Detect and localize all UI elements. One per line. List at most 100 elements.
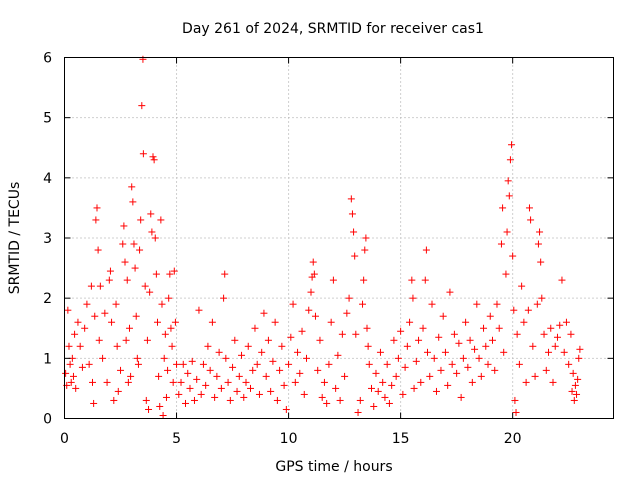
data-point (213, 372, 221, 380)
data-point (363, 324, 371, 332)
data-point (354, 408, 362, 416)
data-point (285, 360, 293, 368)
data-point (504, 177, 512, 185)
data-point (72, 384, 80, 392)
data-point (289, 300, 297, 308)
x-tick-label: 10 (280, 431, 298, 447)
data-point (260, 309, 268, 317)
data-point (226, 396, 234, 404)
data-point (169, 378, 177, 386)
data-point (224, 378, 232, 386)
data-point (392, 372, 400, 380)
data-point (316, 336, 324, 344)
data-point (462, 318, 470, 326)
data-point (157, 216, 165, 224)
data-point (506, 156, 514, 164)
data-point (202, 381, 210, 389)
data-point (448, 360, 456, 368)
data-point (385, 399, 393, 407)
data-point (130, 240, 138, 248)
data-point (128, 183, 136, 191)
data-point (341, 372, 349, 380)
data-point (244, 342, 252, 350)
data-point (186, 384, 194, 392)
data-point (508, 141, 516, 149)
data-point (356, 396, 364, 404)
data-point (133, 354, 141, 362)
data-point (145, 405, 153, 413)
data-point (450, 330, 458, 338)
data-point (143, 336, 151, 344)
data-point (195, 306, 203, 314)
data-point (300, 390, 308, 398)
data-point (156, 402, 164, 410)
data-point (155, 372, 163, 380)
data-point (379, 378, 387, 386)
data-point (486, 312, 494, 320)
data-point (575, 354, 583, 362)
data-point (348, 210, 356, 218)
data-point (132, 312, 140, 320)
data-point (314, 366, 322, 374)
data-point (221, 270, 229, 278)
data-point (334, 351, 342, 359)
data-point (505, 192, 513, 200)
data-point (138, 102, 146, 110)
data-point (95, 336, 103, 344)
data-point (147, 210, 155, 218)
data-point (307, 288, 315, 296)
data-point (267, 387, 275, 395)
data-point (466, 336, 474, 344)
data-point (320, 378, 328, 386)
data-point (233, 387, 241, 395)
data-point (120, 222, 128, 230)
data-point (518, 282, 526, 290)
data-point (151, 234, 159, 242)
data-point (78, 363, 86, 371)
data-point (370, 402, 378, 410)
data-point (208, 318, 216, 326)
data-point (537, 258, 545, 266)
data-point (515, 360, 523, 368)
data-point (374, 387, 382, 395)
data-point (446, 288, 454, 296)
data-point (67, 378, 75, 386)
data-point (139, 150, 147, 158)
data-point (567, 330, 575, 338)
data-point (251, 324, 259, 332)
data-point (500, 348, 508, 356)
data-point (71, 330, 79, 338)
data-point (287, 333, 295, 341)
data-point (110, 396, 118, 404)
data-point (173, 360, 181, 368)
y-axis: 0 1 2 3 4 5 6 (43, 51, 614, 428)
data-point (556, 321, 564, 329)
data-point (347, 195, 355, 203)
data-point (415, 336, 423, 344)
data-point (231, 336, 239, 344)
data-point (364, 342, 372, 350)
data-point (199, 360, 207, 368)
data-point (305, 306, 313, 314)
data-point (372, 369, 380, 377)
data-point (359, 300, 367, 308)
data-point (412, 357, 420, 365)
data-point (545, 348, 553, 356)
data-point (406, 318, 414, 326)
data-point (246, 384, 254, 392)
data-point (121, 258, 129, 266)
data-point (309, 258, 317, 266)
data-point (383, 360, 391, 368)
data-point (150, 156, 158, 164)
data-point (480, 324, 488, 332)
data-point (280, 381, 288, 389)
data-point (417, 378, 425, 386)
data-point (136, 246, 144, 254)
data-point (159, 411, 167, 419)
data-point (103, 378, 111, 386)
data-point (255, 390, 263, 398)
data-point (538, 294, 546, 302)
data-point (182, 399, 190, 407)
data-point (170, 267, 178, 275)
